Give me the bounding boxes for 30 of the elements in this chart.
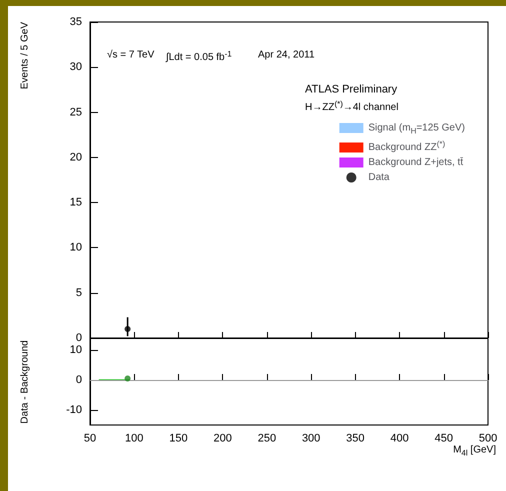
y-tick-label: 10	[70, 242, 82, 254]
y-axis-title: Data - Background	[20, 340, 30, 424]
y-tick-label: 0	[76, 332, 82, 344]
y-tick-label: 5	[76, 286, 82, 299]
x-tick-label: 50	[84, 432, 96, 444]
legend-label: Background Z+jets, tt̄	[368, 156, 464, 168]
annotation: Apr 24, 2011	[258, 50, 315, 60]
y-tick-label: 0	[76, 374, 82, 386]
y-tick-label: 30	[70, 61, 82, 74]
y-tick-label: 35	[70, 16, 82, 28]
x-tick-label: 200	[213, 432, 232, 444]
x-tick-label: 500	[478, 432, 498, 444]
x-tick-label: 300	[302, 432, 320, 444]
x-tick-label: 350	[346, 432, 365, 444]
x-tick-label: 100	[125, 432, 144, 444]
annotation: √s = 7 TeV	[107, 50, 155, 60]
x-tick-label: 250	[258, 432, 276, 444]
annotation: H→ZZ(*)→4l channel	[305, 100, 398, 113]
legend-label: Background ZZ(*)	[368, 140, 446, 153]
legend-label: Data	[368, 172, 390, 183]
y-tick-label: 10	[70, 344, 82, 356]
annotation: ATLAS Preliminary	[305, 84, 398, 96]
y-axis-title: Events / 5 GeV	[20, 22, 30, 90]
x-tick-label: 150	[169, 432, 188, 444]
x-tick-label: 400	[390, 432, 409, 444]
y-tick-label: 15	[70, 196, 82, 209]
y-tick-label: 25	[70, 106, 82, 118]
y-tick-label: -10	[66, 404, 82, 416]
y-tick-label: 20	[70, 151, 82, 164]
x-tick-label: 450	[434, 432, 453, 444]
